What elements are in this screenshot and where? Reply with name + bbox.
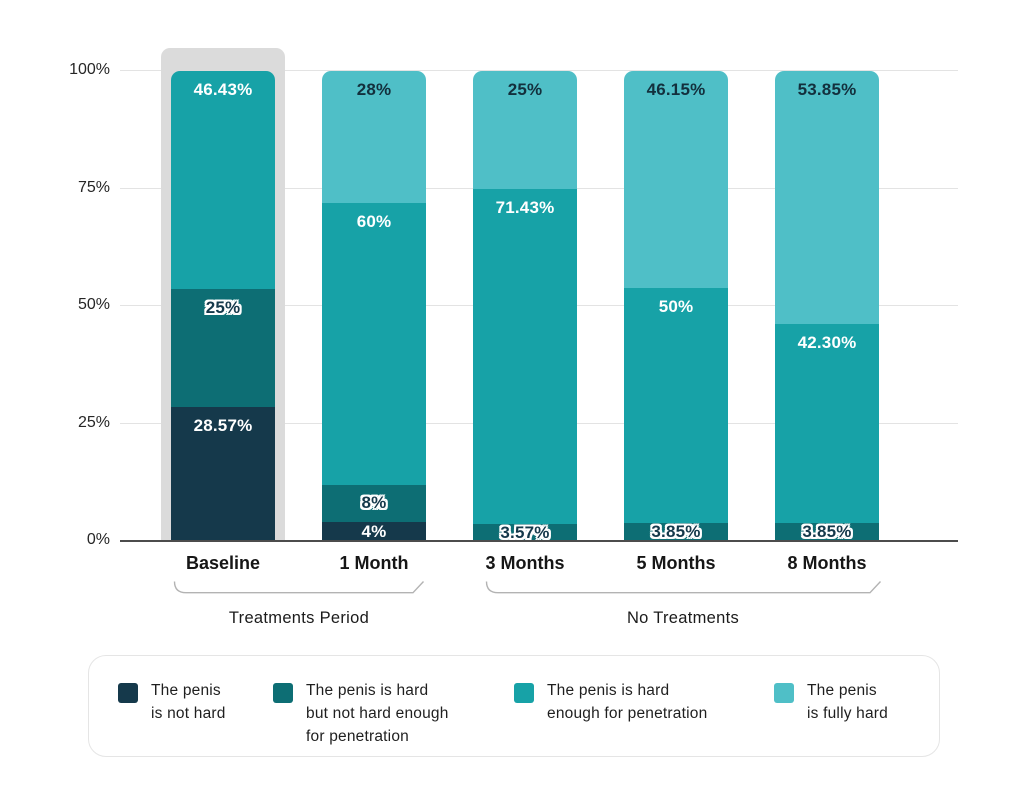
y-tick-label: 0%: [86, 531, 110, 548]
bar-value-label: 28.57%: [193, 415, 253, 435]
bar-segment: 8%: [322, 484, 426, 523]
legend-label: The penis is hard enough for penetration: [547, 682, 708, 722]
bar-segment: 42.30%: [775, 324, 879, 523]
legend-swatch: [514, 683, 534, 703]
plot-area: 28.57% 25% 46.43% 4% 8% 60% 28% 3.57% 71.43% 25% 3…: [120, 48, 958, 542]
x-axis-label-3-months: 3 Months: [485, 553, 565, 573]
bar-segment: 4%: [322, 522, 426, 541]
bar-value-label: 25%: [205, 298, 241, 318]
legend-swatch: [774, 683, 794, 703]
bar-segment: 28%: [322, 71, 426, 203]
bar-value-label: 25%: [507, 80, 543, 100]
y-tick-label: 50%: [77, 296, 110, 313]
bar-segment: 50%: [624, 287, 728, 523]
bar-value-label: 28%: [356, 80, 392, 100]
bar-value-label: 53.85%: [797, 80, 857, 100]
bar-baseline: 28.57% 25% 46.43%: [171, 71, 275, 541]
bar-segment: 53.85%: [775, 71, 879, 325]
x-axis-label-1-month: 1 Month: [339, 553, 409, 573]
y-tick-label: 25%: [77, 413, 110, 431]
legend-label: The penis is hard but not hard enough fo…: [306, 682, 449, 745]
gridline-100: [120, 70, 958, 71]
bar-segment: 71.43%: [473, 188, 577, 525]
bar-value-label: 46.43%: [193, 80, 253, 100]
no-treatments-bracket: [485, 581, 882, 594]
x-axis-label-5-months: 5 Months: [636, 553, 716, 573]
bar-value-label: 42.30%: [797, 333, 857, 353]
bar-value-label: 8%: [361, 493, 387, 513]
bar-8-months: 3.85% 42.30% 53.85%: [775, 71, 879, 541]
legend-label: The penis is fully hard: [807, 682, 888, 722]
bar-value-label: 60%: [356, 211, 392, 231]
group-label-treatments-period: Treatments Period: [228, 609, 370, 627]
bar-value-label: 3.85%: [651, 521, 701, 541]
bar-5-months: 3.85% 50% 46.15%: [624, 71, 728, 541]
bar-value-label: 3.57%: [500, 522, 550, 541]
bar-segment: 25%: [171, 289, 275, 407]
bar-value-label: 3.85%: [802, 521, 852, 541]
bar-segment: 28.57%: [171, 406, 275, 541]
bar-1-month: 4% 8% 60% 28%: [322, 71, 426, 541]
bar-value-label: 50%: [658, 296, 694, 316]
bar-segment: 60%: [322, 202, 426, 485]
bar-value-label: 46.15%: [646, 80, 706, 100]
bar-segment: 46.15%: [624, 71, 728, 288]
bar-value-label: 4%: [361, 521, 387, 541]
bar-segment: 46.43%: [171, 71, 275, 290]
group-label-no-treatments: No Treatments: [626, 609, 740, 627]
x-axis-label-8-months: 8 Months: [787, 553, 867, 573]
legend-swatch: [118, 683, 138, 703]
treatments-period-bracket: [173, 581, 425, 594]
bar-value-label: 71.43%: [495, 197, 555, 217]
x-axis-line: [120, 540, 958, 542]
legend: The penis is not hard The penis is hard b…: [88, 655, 940, 757]
legend-label: The penis is not hard: [151, 682, 226, 722]
x-axis-label-baseline: Baseline: [185, 553, 261, 573]
bar-segment: 3.57%: [473, 522, 577, 541]
bar-segment: 3.85%: [775, 521, 879, 541]
legend-swatch: [273, 683, 293, 703]
y-tick-label: 100%: [69, 61, 110, 78]
bar-segment: 3.85%: [624, 521, 728, 541]
bar-3-months: 3.57% 71.43% 25%: [473, 71, 577, 541]
y-tick-label: 75%: [77, 178, 110, 196]
bar-segment: 25%: [473, 71, 577, 189]
